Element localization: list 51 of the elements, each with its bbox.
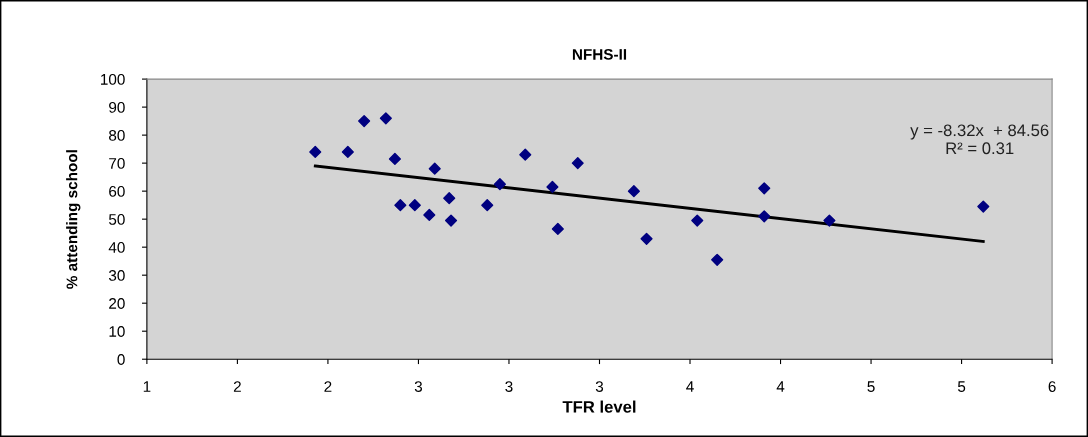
point — [358, 115, 371, 128]
point — [394, 199, 407, 212]
x-tick-label: 2 — [324, 381, 332, 392]
x-tick-label: 3 — [505, 381, 513, 392]
x-tick-label: 3 — [414, 381, 423, 392]
point — [546, 180, 559, 194]
point — [309, 145, 322, 159]
y-tick-label: 90 — [109, 101, 125, 113]
y-tick-label: 40 — [108, 242, 125, 253]
x-tick-label: 4 — [686, 381, 694, 392]
y-axis-title: % attending school — [66, 150, 81, 289]
x-tick-label: 5 — [957, 381, 966, 392]
point — [640, 232, 653, 245]
x-tick-label: 5 — [867, 381, 875, 392]
point — [519, 148, 532, 161]
y-tick-label: 0 — [117, 354, 125, 365]
x-tick-label: 6 — [1048, 381, 1056, 392]
y-tick-label: 30 — [108, 270, 125, 281]
chart-title: NFHS-II — [572, 48, 627, 60]
point — [408, 199, 421, 212]
point — [388, 152, 401, 166]
x-axis-title: TFR level — [562, 400, 636, 413]
y-tick-label: 50 — [108, 214, 125, 225]
point — [551, 222, 564, 236]
point — [758, 182, 771, 195]
x-tick-label: 3 — [595, 381, 604, 392]
point — [823, 214, 836, 227]
x-tick-label: 4 — [776, 381, 785, 392]
point — [711, 253, 724, 266]
y-tick-label: 70 — [109, 158, 125, 169]
point — [481, 199, 494, 212]
point — [428, 162, 441, 175]
point — [758, 210, 771, 223]
y-tick-label: 20 — [109, 298, 125, 309]
point — [379, 112, 392, 125]
x-tick-label: 2 — [233, 381, 241, 392]
x-tick-label: 1 — [143, 381, 151, 392]
y-tick-label: 60 — [109, 186, 125, 197]
point — [493, 178, 506, 191]
y-tick-label: 80 — [109, 129, 125, 141]
point — [423, 208, 436, 222]
y-tick-label: 10 — [109, 326, 125, 337]
point — [571, 157, 584, 170]
annotation: y = -8.32x + 84.56 R² = 0.31 — [910, 124, 1049, 155]
point — [444, 214, 458, 227]
point — [341, 145, 354, 159]
point — [977, 200, 990, 213]
y-tick-label: 100 — [101, 73, 125, 85]
point — [627, 185, 640, 198]
point — [443, 192, 456, 205]
point — [691, 214, 704, 227]
